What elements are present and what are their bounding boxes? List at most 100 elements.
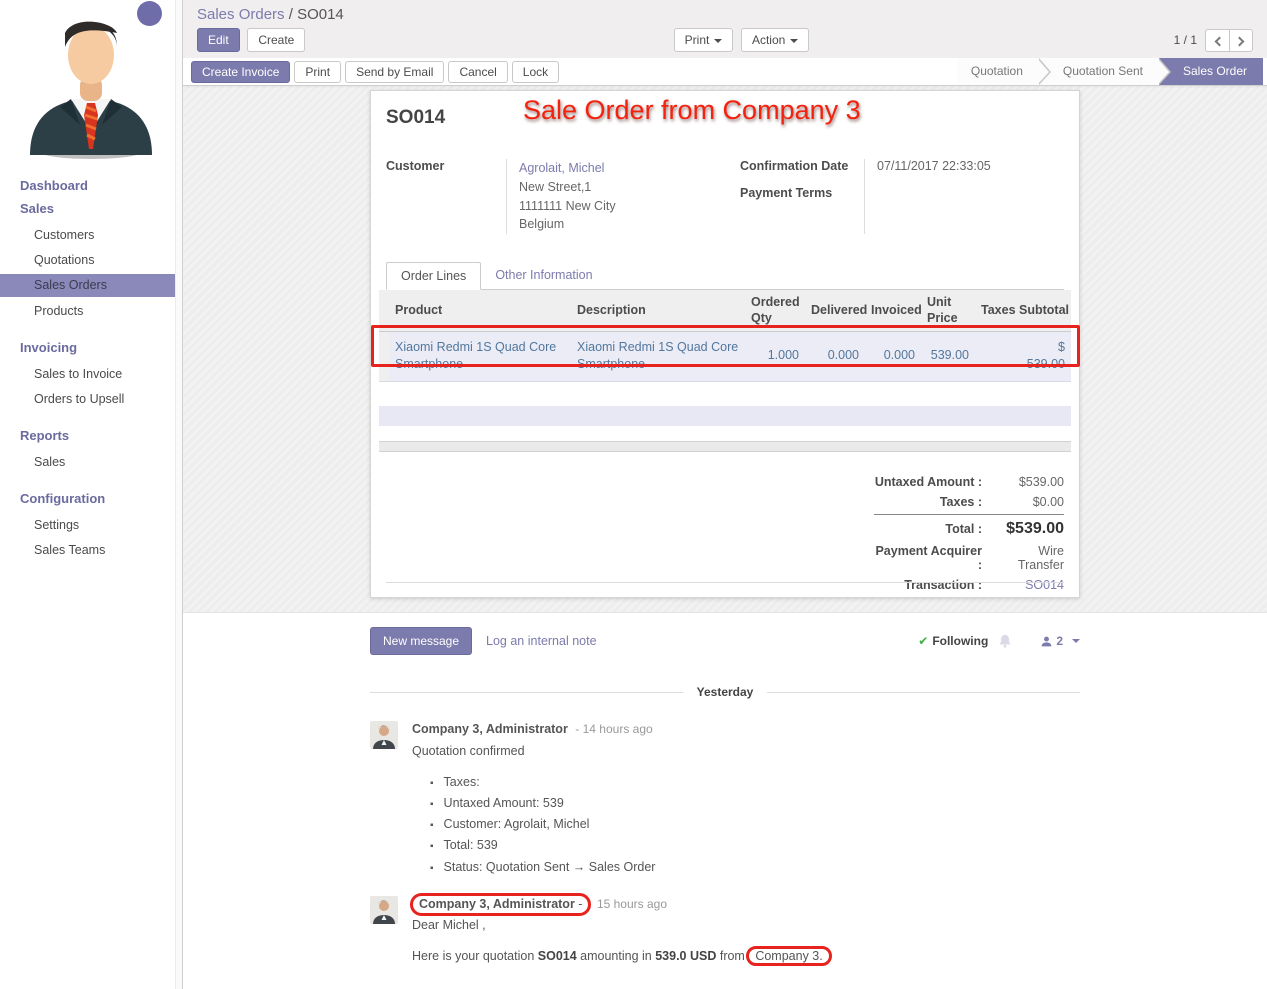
sidebar: Dashboard Sales Customers Quotations Sal…: [0, 0, 183, 989]
cell-description[interactable]: Xiaomi Redmi 1S Quad Core Smartphone: [571, 331, 745, 382]
user-avatar: [16, 1, 166, 161]
cell-unit-price[interactable]: 539.00: [921, 331, 975, 382]
create-invoice-button[interactable]: Create Invoice: [191, 60, 291, 83]
customer-address-line: 1111111 New City: [519, 198, 616, 213]
create-button[interactable]: Create: [247, 28, 306, 52]
tracking-item: Taxes:: [430, 772, 655, 793]
total-label: Total :: [945, 521, 982, 536]
order-line-row[interactable]: Xiaomi Redmi 1S Quad Core Smartphone Xia…: [379, 331, 1071, 382]
followers-dropdown[interactable]: 2: [1040, 634, 1080, 648]
stage-quotation-sent[interactable]: Quotation Sent: [1038, 58, 1172, 85]
log-internal-note-link[interactable]: Log an internal note: [486, 634, 597, 648]
chatter-toolbar: New message Log an internal note ✔ Follo…: [370, 627, 1080, 655]
horizontal-scrollbar[interactable]: [379, 440, 1071, 452]
col-unit-price[interactable]: Unit Price: [921, 290, 975, 332]
col-delivered[interactable]: Delivered: [805, 290, 867, 332]
control-panel: Sales Orders / SO014 Edit Create Print A…: [183, 0, 1267, 58]
tab-order-lines[interactable]: Order Lines: [386, 262, 482, 290]
sidebar-item-sales-teams[interactable]: Sales Teams: [34, 543, 106, 558]
send-by-email-button[interactable]: Send by Email: [345, 60, 445, 83]
cell-taxes[interactable]: [975, 331, 1013, 382]
caret-down-icon: [714, 38, 723, 43]
pager-previous-button[interactable]: [1205, 28, 1229, 52]
sidebar-item-reports[interactable]: Reports: [20, 428, 70, 444]
col-description[interactable]: Description: [571, 290, 745, 332]
confirmation-date-value: 07/11/2017 22:33:05: [877, 159, 991, 173]
sidebar-item-invoicing[interactable]: Invoicing: [20, 339, 78, 355]
order-lines-table-wrap: Product Description Ordered Qty Delivere…: [371, 290, 1080, 382]
sidebar-item-products[interactable]: Products: [34, 303, 84, 318]
sidebar-item-sales-to-invoice[interactable]: Sales to Invoice: [34, 366, 123, 381]
edit-button[interactable]: Edit: [197, 28, 240, 52]
taxes-value: $0.00: [1032, 494, 1064, 509]
sidebar-item-settings[interactable]: Settings: [34, 518, 80, 533]
drag-handle[interactable]: [379, 331, 389, 382]
sidebar-item-configuration[interactable]: Configuration: [20, 491, 106, 507]
sidebar-item-customers[interactable]: Customers: [34, 227, 95, 242]
customer-link[interactable]: Agrolait, Michel: [519, 161, 605, 175]
tracking-item: Total: 539: [430, 835, 655, 856]
pager-value: 1 / 1: [1173, 33, 1197, 47]
totals-block: Untaxed Amount : $539.00 Taxes : $0.00 T…: [874, 472, 1064, 595]
sidebar-scrollbar[interactable]: [175, 0, 182, 989]
payment-terms-value[interactable]: [877, 187, 1064, 202]
businessman-avatar-image: [16, 3, 166, 161]
print-menu-button[interactable]: Print: [673, 28, 734, 52]
message: Company 3, Administrator - 14 hours ago …: [370, 721, 1080, 878]
chatter: New message Log an internal note ✔ Follo…: [183, 612, 1267, 989]
table-header-row: Product Description Ordered Qty Delivere…: [379, 290, 1071, 332]
message-author[interactable]: Company 3, Administrator: [419, 896, 575, 911]
sidebar-item-sales[interactable]: Sales: [20, 200, 54, 216]
sidebar-item-sales-orders[interactable]: Sales Orders: [0, 274, 182, 297]
annotation-box-company: Company 3.: [746, 946, 832, 967]
order-lines-table: Product Description Ordered Qty Delivere…: [379, 290, 1071, 382]
transaction-link[interactable]: SO014: [1025, 577, 1064, 592]
sidebar-item-reports-sales[interactable]: Sales: [34, 455, 66, 470]
pager-next-button[interactable]: [1229, 28, 1253, 52]
message-greeting: Dear Michel ,: [412, 918, 486, 933]
message-author[interactable]: Company 3, Administrator: [412, 722, 568, 736]
col-ordered-qty[interactable]: Ordered Qty: [745, 290, 805, 332]
cell-delivered[interactable]: 0.000: [805, 331, 865, 382]
totals-separator: [874, 513, 1064, 515]
followers-icon: [1041, 636, 1052, 646]
chevron-right-icon: [1234, 36, 1245, 46]
cancel-button[interactable]: Cancel: [448, 60, 508, 83]
cell-product[interactable]: Xiaomi Redmi 1S Quad Core Smartphone: [389, 331, 571, 382]
payment-terms-label: Payment Terms: [740, 186, 833, 200]
breadcrumb-parent-link[interactable]: Sales Orders: [197, 6, 285, 23]
message: Company 3, Administrator - 15 hours ago …: [370, 892, 1080, 989]
col-subtotal[interactable]: Subtotal: [1013, 290, 1071, 332]
status-pipeline: Quotation Quotation Sent Sales Order: [956, 58, 1267, 85]
tracking-item: Customer: Agrolait, Michel: [430, 814, 655, 835]
bell-icon[interactable]: [998, 634, 1012, 648]
untaxed-amount-label: Untaxed Amount :: [874, 474, 982, 489]
notebook-tabs: Order Lines Other Information: [386, 262, 1064, 290]
cell-subtotal[interactable]: $ 539.00: [1013, 331, 1071, 382]
sidebar-item-orders-to-upsell[interactable]: Orders to Upsell: [34, 391, 125, 406]
sidebar-item-quotations[interactable]: Quotations: [34, 253, 95, 268]
check-icon: ✔: [918, 634, 929, 648]
tab-other-information[interactable]: Other Information: [495, 268, 593, 282]
lock-button[interactable]: Lock: [511, 60, 560, 83]
form-sheet: Sale Order from Company 3 SO014 Customer…: [370, 90, 1080, 598]
cell-ordered-qty[interactable]: 1.000: [745, 331, 805, 382]
action-menu-button[interactable]: Action: [740, 28, 810, 52]
chevron-left-icon: [1214, 36, 1224, 46]
cell-invoiced[interactable]: 0.000: [865, 331, 921, 382]
stage-quotation[interactable]: Quotation: [956, 58, 1051, 85]
col-taxes[interactable]: Taxes: [975, 290, 1016, 332]
main-area: Sale Order from Company 3 SO014 Customer…: [183, 86, 1267, 612]
col-product[interactable]: Product: [389, 290, 571, 332]
print-button[interactable]: Print: [294, 60, 342, 83]
new-message-button[interactable]: New message: [370, 627, 473, 655]
sheet-bottom-divider: [386, 582, 1064, 583]
following-toggle[interactable]: Following: [932, 634, 989, 648]
annotation-title: Sale Order from Company 3: [523, 95, 861, 125]
stage-sales-order[interactable]: Sales Order: [1158, 58, 1263, 85]
tracking-item: Status: Quotation Sent → Sales Order: [430, 857, 656, 878]
caret-down-icon: [1072, 639, 1080, 643]
day-divider: Yesterday: [370, 685, 1080, 699]
col-invoiced[interactable]: Invoiced: [865, 290, 922, 332]
sidebar-item-dashboard[interactable]: Dashboard: [20, 178, 88, 193]
